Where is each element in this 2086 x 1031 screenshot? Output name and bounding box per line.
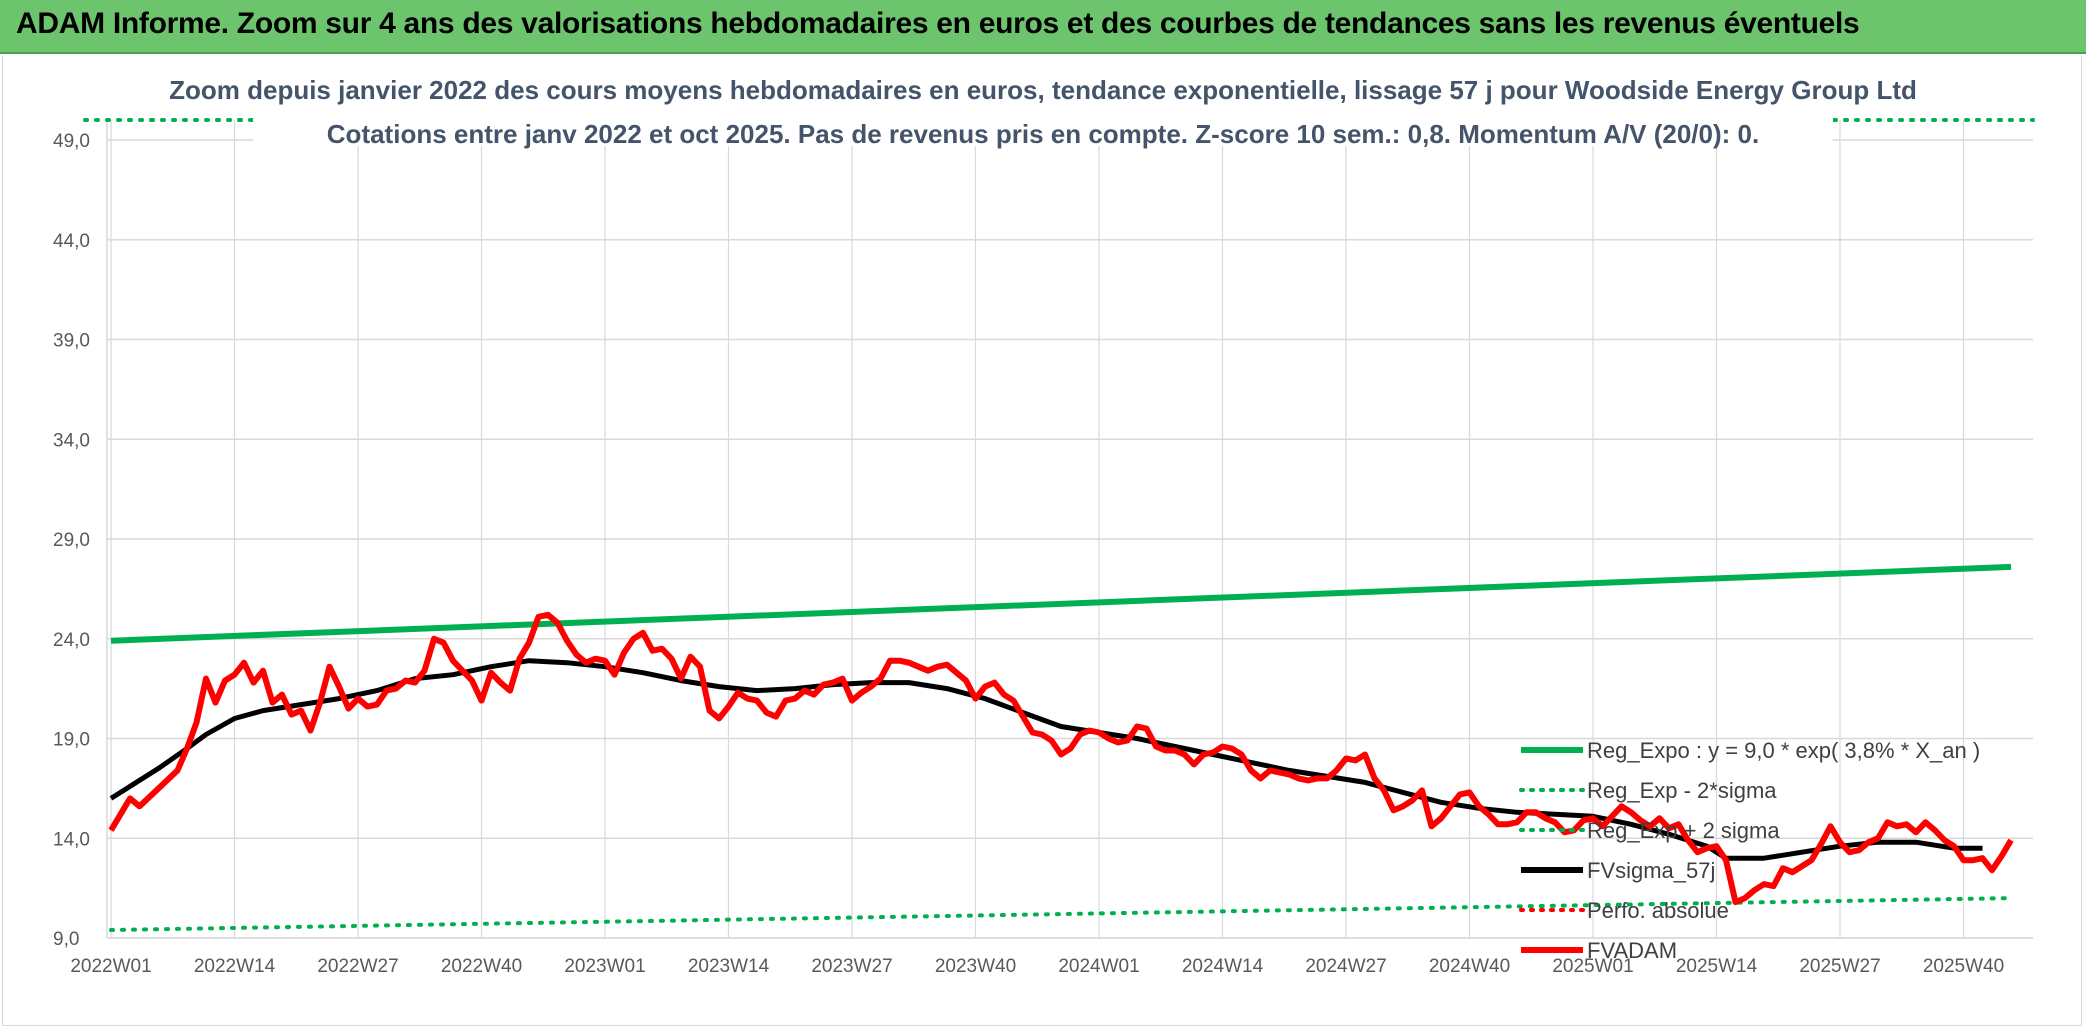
y-tick-label: 9,0 [53,929,79,950]
x-tick-label: 2022W27 [317,956,398,977]
series-reg-exp-minus-2sigma [109,896,2013,933]
header-bar: ADAM Informe. Zoom sur 4 ans des valoris… [0,0,2086,54]
x-tick-label: 2025W01 [1552,956,1633,977]
x-tick-label: 2023W27 [811,956,892,977]
legend-label: FVADAM [1587,938,1677,963]
y-tick-label: 14,0 [53,829,90,850]
y-tick-label: 19,0 [53,730,90,751]
grid-lines [106,120,2033,939]
series-fvadam [108,611,2014,906]
x-tick-label: 2024W40 [1429,956,1510,977]
legend-label: Reg_Exp + 2 sigma [1587,818,1780,843]
x-tick-label: 2024W27 [1305,956,1386,977]
axis-labels: 9,0 14,0 19,0 24,0 29,0 34,0 39,0 44,0 49,0 2022W… [53,131,2004,977]
y-tick-label: 24,0 [53,630,90,651]
x-tick-label: 2022W40 [441,956,522,977]
page-title: ADAM Informe. Zoom sur 4 ans des valoris… [16,7,1860,40]
x-tick-label: 2023W14 [688,956,770,977]
x-tick-label: 2023W01 [564,956,645,977]
chart-svg: 9,0 14,0 19,0 24,0 29,0 34,0 39,0 44,0 49,0 2022W… [53,58,2035,977]
series-reg-expo [110,563,2012,644]
legend-label: Reg_Expo : y = 9,0 * exp( 3,8% * X_an ) [1587,738,1980,763]
x-tick-label: 2022W14 [194,956,276,977]
legend: Reg_Expo : y = 9,0 * exp( 3,8% * X_an ) R… [1519,738,1980,963]
chart-title-line2: Cotations entre janv 2022 et oct 2025. P… [327,119,1759,149]
x-tick-label: 2025W40 [1923,956,2004,977]
x-tick-label: 2024W14 [1182,956,1264,977]
y-tick-label: 34,0 [53,430,90,451]
y-tick-label: 44,0 [53,231,90,252]
x-tick-label: 2025W27 [1799,956,1880,977]
title-backdrop [253,58,1833,146]
x-tick-label: 2023W40 [935,956,1016,977]
legend-label: FVsigma_57j [1587,858,1715,883]
legend-label: Reg_Exp - 2*sigma [1587,778,1777,803]
legend-label: Perfo. absolue [1587,898,1729,923]
y-tick-label: 49,0 [53,131,90,152]
series-layer [83,118,2035,933]
y-tick-label: 29,0 [53,530,90,551]
chart-area: 9,0 14,0 19,0 24,0 29,0 34,0 39,0 44,0 49,0 2022W… [2,56,2082,1026]
y-tick-label: 39,0 [53,331,90,352]
x-tick-label: 2025W14 [1676,956,1758,977]
x-tick-label: 2024W01 [1058,956,1139,977]
chart-title-line1: Zoom depuis janvier 2022 des cours moyen… [169,75,1917,105]
x-tick-label: 2022W01 [70,956,151,977]
